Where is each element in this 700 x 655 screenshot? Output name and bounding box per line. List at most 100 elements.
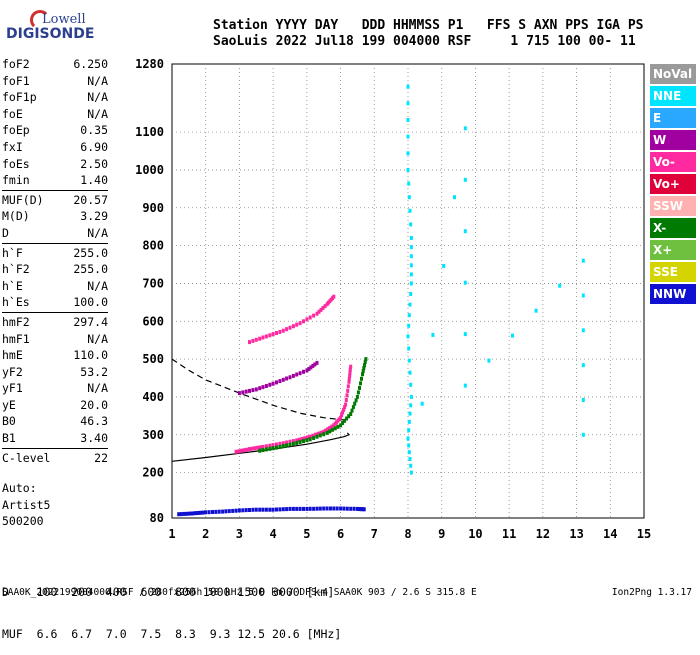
echo-point: [409, 394, 413, 399]
param-row: yF1 N/A: [2, 380, 108, 397]
echo-point: [251, 338, 255, 343]
echo-point: [278, 441, 282, 446]
echo-point: [319, 430, 323, 435]
echo-point: [408, 208, 412, 213]
echo-point: [312, 506, 316, 511]
echo-point: [302, 369, 305, 374]
param-value: N/A: [87, 381, 108, 396]
param-key: yF1: [2, 381, 23, 396]
echo-point: [406, 101, 410, 106]
echo-point: [295, 322, 299, 327]
echo-point: [261, 448, 265, 453]
y-tick-label: 300: [142, 428, 164, 442]
echo-point: [250, 446, 254, 451]
legend-item: NNE: [650, 86, 696, 106]
param-row: hmF2 297.4: [2, 314, 108, 331]
param-row: fmin 1.40: [2, 172, 108, 189]
y-tick-label: 1280: [135, 57, 164, 71]
echo-point: [237, 449, 241, 454]
param-key: h`Es: [2, 295, 30, 310]
solid-profile-line: [171, 432, 351, 462]
legend-item: SSW: [650, 196, 696, 216]
echo-point: [351, 405, 355, 410]
param-row: hmE 110.0: [2, 347, 108, 364]
param-value: 297.4: [73, 314, 108, 329]
echo-point: [319, 307, 323, 312]
x-tick-label: 9: [438, 527, 445, 541]
echo-point: [256, 445, 260, 450]
param-key: fmin: [2, 173, 30, 188]
echo-point: [271, 443, 275, 448]
echo-point: [453, 195, 456, 200]
echo-point: [360, 376, 363, 381]
echo-point: [305, 506, 309, 511]
echo-point: [281, 328, 285, 333]
echo-point: [227, 509, 231, 514]
x-tick-label: 2: [202, 527, 209, 541]
echo-point: [288, 506, 292, 511]
echo-point: [285, 443, 289, 448]
param-separator: [2, 447, 108, 449]
param-row: B1 3.40: [2, 430, 108, 447]
x-tick-label: 6: [337, 527, 344, 541]
param-row: h`F2 255.0: [2, 261, 108, 278]
param-value: 46.3: [80, 414, 108, 429]
echo-point: [408, 411, 412, 416]
y-tick-label: 1100: [135, 125, 164, 139]
echo-point: [345, 506, 349, 511]
param-key: h`F2: [2, 262, 30, 277]
echo-point: [234, 508, 238, 513]
param-key: D: [2, 225, 9, 240]
echo-point: [271, 446, 275, 451]
echo-point: [185, 511, 189, 516]
echo-point: [349, 412, 353, 416]
echo-point: [347, 414, 351, 419]
echo-point: [278, 329, 282, 334]
autoscaling-info: Auto: Artist5 500200: [2, 480, 50, 530]
param-row: foEp 0.35: [2, 122, 108, 139]
echo-point: [463, 332, 467, 337]
echo-point: [350, 408, 354, 413]
echo-point: [217, 509, 221, 514]
logo-digisonde: DIGISONDE: [6, 26, 95, 42]
echo-point: [253, 446, 257, 451]
param-key: yF2: [2, 364, 23, 379]
echo-point: [258, 448, 262, 453]
echo-point: [285, 327, 289, 332]
echo-point: [409, 263, 413, 268]
echo-point: [581, 328, 585, 333]
echo-point: [258, 386, 262, 391]
echo-point: [328, 425, 332, 430]
echo-point: [271, 507, 275, 512]
echo-point: [305, 317, 309, 322]
legend-item: NoVal: [650, 64, 696, 84]
echo-point: [193, 511, 197, 516]
echo-point: [248, 508, 251, 512]
param-separator: [2, 311, 108, 313]
param-separator: [2, 189, 108, 191]
echo-point: [322, 429, 326, 434]
echo-point: [309, 365, 313, 370]
echo-point: [188, 511, 191, 516]
echo-point: [204, 510, 208, 515]
y-tick-label: 1000: [135, 163, 164, 177]
param-row: D N/A: [2, 225, 108, 242]
echo-point: [407, 419, 411, 424]
echo-point: [348, 367, 352, 372]
echo-point: [345, 416, 349, 421]
echo-point: [408, 457, 412, 461]
echo-point: [190, 511, 194, 516]
param-key: h`F: [2, 245, 23, 260]
echo-point: [487, 358, 491, 363]
echo-point: [463, 177, 467, 182]
echo-point: [258, 336, 262, 341]
legend: NoVal NNE E W Vo- Vo+ SSW X- X+ SSE NNW: [650, 64, 696, 306]
param-value: 6.90: [80, 139, 108, 154]
echo-point: [406, 84, 410, 89]
echo-point: [336, 424, 340, 429]
echo-point: [409, 292, 413, 296]
echo-point: [237, 508, 241, 513]
echo-point: [407, 358, 411, 363]
echo-point: [359, 381, 362, 386]
echo-point: [264, 444, 268, 449]
